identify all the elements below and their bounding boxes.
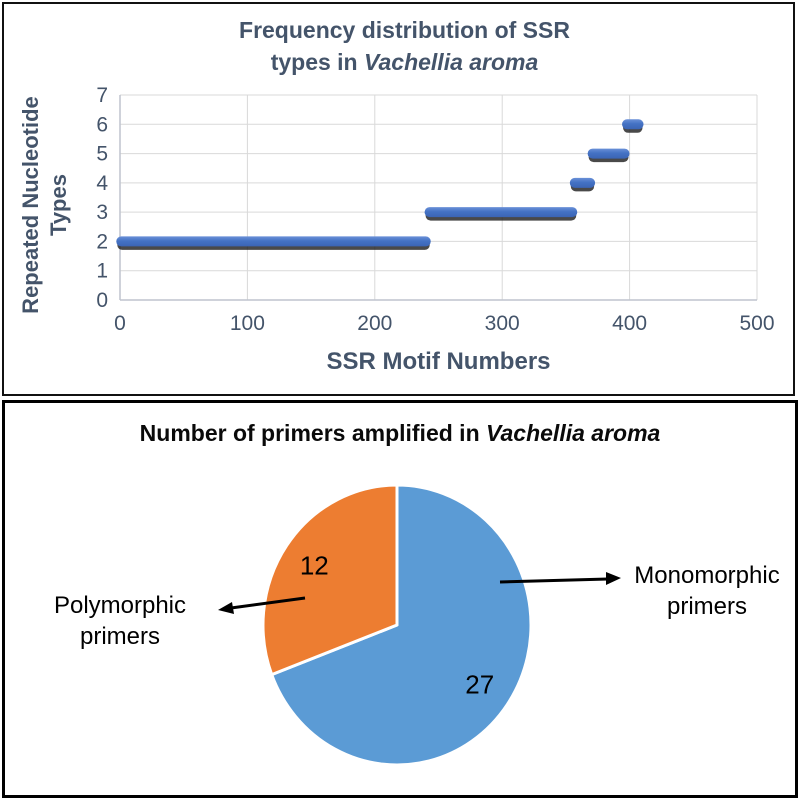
marker-band <box>116 236 431 247</box>
monomorphic-callout-label: Monomorphic primers <box>634 562 780 620</box>
pie-chart: 27 12 <box>218 483 621 767</box>
pie-slice <box>261 483 399 677</box>
x-tick-label: 0 <box>114 312 126 335</box>
y-axis-title-line1: Repeated Nucleotide <box>18 96 43 314</box>
scatter-chart-title: Frequency distribution of SSR types in V… <box>16 14 793 78</box>
scatter-title-line1: Frequency distribution of SSR <box>239 17 570 43</box>
x-tick-label: 400 <box>612 312 647 335</box>
scatter-plot: 0 100 200 300 400 500 0 1 2 3 4 5 6 7 <box>96 84 774 335</box>
marker-band <box>622 119 644 130</box>
y-axis-title-line2: Types <box>46 174 71 236</box>
marker-band <box>587 148 630 159</box>
pie-slice <box>270 483 533 767</box>
marker-band <box>424 207 578 218</box>
x-tick-label: 200 <box>357 312 392 335</box>
pie-title-species-italic: Vachellia aroma <box>486 420 661 446</box>
marker-band <box>569 177 596 188</box>
pie-value-label: 27 <box>465 670 494 700</box>
pie-value-label: 12 <box>300 550 329 580</box>
pie-title-prefix: Number of primers amplified in <box>139 420 487 446</box>
polymorphic-arrow <box>230 596 306 610</box>
y-tick-label: 3 <box>96 201 108 224</box>
scatter-title-line2: types in Vachellia aroma <box>16 46 793 78</box>
x-tick-label: 100 <box>230 312 265 335</box>
x-tick-label: 500 <box>739 312 774 335</box>
monomorphic-arrow <box>499 577 609 584</box>
x-axis-title: SSR Motif Numbers <box>326 348 551 375</box>
y-tick-label: 4 <box>96 172 108 195</box>
polymorphic-arrowhead <box>218 602 234 614</box>
y-tick-label: 7 <box>96 84 108 107</box>
monomorphic-arrowhead <box>606 572 621 585</box>
primers-pie-chart-panel: 27 12 Number of primers amplified in Vach… <box>2 400 798 798</box>
species-name-italic: Vachellia aroma <box>364 49 539 75</box>
polymorphic-callout-label: Polymorphic primers <box>53 592 187 650</box>
y-tick-label: 0 <box>96 289 108 312</box>
x-tick-label: 300 <box>485 312 520 335</box>
ssr-frequency-chart-panel: 0 100 200 300 400 500 0 1 2 3 4 5 6 7 Frequency distr… <box>2 2 795 396</box>
y-tick-label: 6 <box>96 113 108 136</box>
scatter-title-line2-prefix: types in <box>270 49 364 75</box>
y-tick-label: 2 <box>96 230 108 253</box>
y-tick-label: 5 <box>96 143 108 166</box>
y-axis-title: Repeated Nucleotide Types <box>17 80 73 330</box>
y-tick-label: 1 <box>96 260 108 283</box>
pie-chart-title: Number of primers amplified in Vachellia… <box>5 417 795 449</box>
